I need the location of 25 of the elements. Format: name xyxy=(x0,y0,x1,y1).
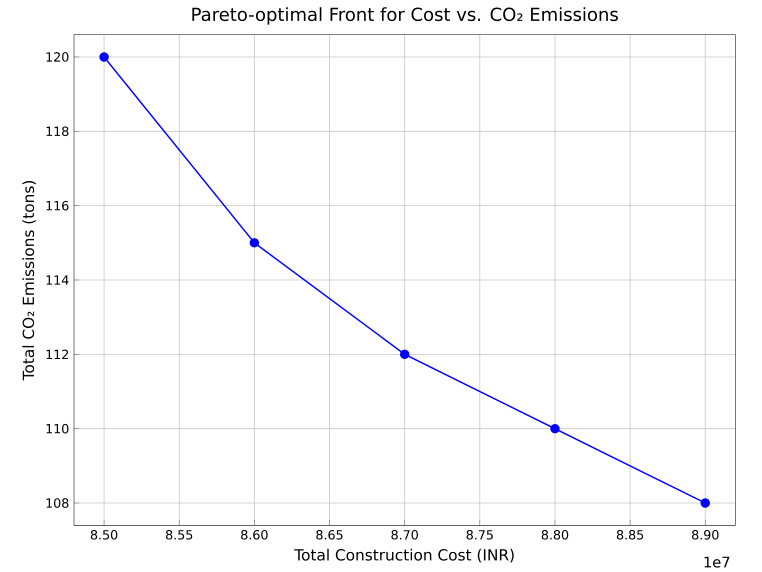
x-tick-label: 8.65 xyxy=(316,530,343,540)
y-tick-label: 112 xyxy=(46,350,68,360)
point xyxy=(400,350,410,360)
point xyxy=(700,498,710,508)
y-tick-label: 116 xyxy=(46,200,68,210)
x-tick-label: 8.80 xyxy=(542,530,568,540)
x-tick-label: 8.60 xyxy=(241,530,268,540)
y-tick-label: 108 xyxy=(46,498,68,508)
x-axis-title: Total Construction Cost (INR) xyxy=(294,548,514,562)
y-tick-label: 120 xyxy=(46,52,68,62)
text: 1e7 xyxy=(704,556,730,568)
y-axis-title: Total CO₂ Emissions (tons) xyxy=(22,180,36,380)
y-tick-label: 114 xyxy=(46,275,69,285)
y-tick-label: 110 xyxy=(46,424,68,434)
x-tick-label: 8.75 xyxy=(466,530,493,540)
x-tick-label: 8.70 xyxy=(391,530,418,540)
chart-title: Pareto-optimal Front for Cost vs. CO₂ Emissions xyxy=(192,7,618,25)
y-tick-label: 118 xyxy=(46,126,68,136)
x-tick-label: 8.90 xyxy=(692,530,719,540)
point xyxy=(99,52,109,62)
x-tick-label: 8.85 xyxy=(616,530,644,540)
x-tick-label: 8.50 xyxy=(90,530,118,540)
point xyxy=(550,424,560,434)
x-tick-label: 8.55 xyxy=(166,530,192,540)
point xyxy=(250,238,260,248)
